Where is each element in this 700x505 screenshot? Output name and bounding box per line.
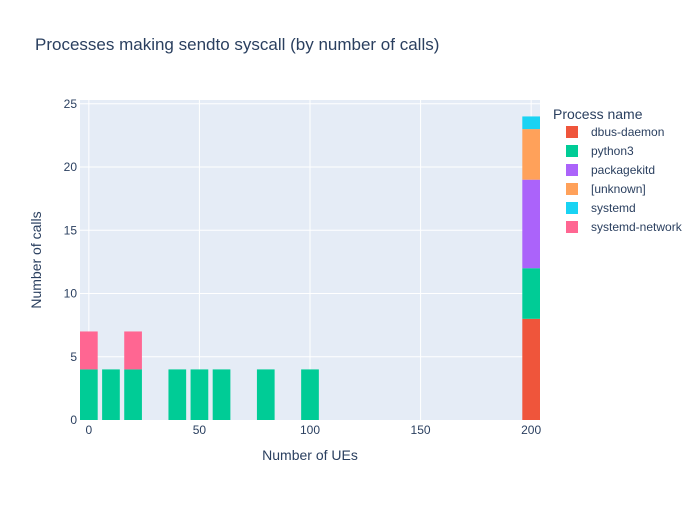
legend: Process name dbus-daemon python3 packageki… [553, 106, 683, 234]
legend-item: dbus-daemon [591, 125, 664, 139]
legend-item: systemd-network [591, 220, 683, 234]
bar-python3 [301, 369, 319, 420]
bar-unknown [522, 129, 540, 180]
legend-title: Process name [553, 106, 643, 122]
legend-swatch [566, 221, 578, 233]
x-tick-label: 50 [193, 423, 207, 437]
bar-python3 [256, 369, 275, 420]
bar-systemd-network [124, 331, 142, 370]
chart-title: Processes making sendto syscall (by numb… [35, 35, 439, 54]
bar-python3 [212, 369, 231, 420]
y-tick-label: 25 [64, 97, 78, 111]
legend-swatch [566, 126, 578, 138]
y-tick-label: 15 [64, 223, 78, 237]
bar-systemd [522, 116, 540, 130]
x-tick-label: 100 [300, 423, 320, 437]
bar-python3 [102, 369, 120, 420]
x-tick-label: 200 [521, 423, 541, 437]
legend-swatch [566, 164, 578, 176]
y-tick-label: 10 [64, 287, 78, 301]
bar-dbus-daemon [522, 318, 540, 420]
legend-item: packagekitd [591, 163, 655, 177]
x-tick-label: 0 [86, 423, 93, 437]
bar-python3 [522, 268, 540, 319]
y-axis-ticks: 0 5 10 15 20 25 [64, 97, 78, 427]
y-tick-label: 0 [70, 413, 77, 427]
legend-item: [unknown] [591, 182, 646, 196]
x-axis-label: Number of UEs [262, 447, 358, 463]
y-tick-label: 20 [64, 160, 78, 174]
legend-swatch [566, 183, 578, 195]
y-tick-label: 5 [70, 350, 77, 364]
bar-packagekitd [522, 179, 540, 269]
bars [80, 116, 540, 420]
bar-python3 [80, 369, 98, 420]
legend-item: systemd [591, 201, 636, 215]
x-tick-label: 150 [411, 423, 431, 437]
legend-swatch [566, 202, 578, 214]
legend-swatch [566, 145, 578, 157]
bar-python3 [168, 369, 187, 420]
y-axis-label: Number of calls [28, 211, 44, 308]
x-axis-ticks: 0 50 100 150 200 [86, 423, 542, 437]
bar-systemd-network [80, 331, 98, 370]
bar-python3 [124, 369, 142, 420]
legend-item: python3 [591, 144, 634, 158]
bar-python3 [190, 369, 209, 420]
